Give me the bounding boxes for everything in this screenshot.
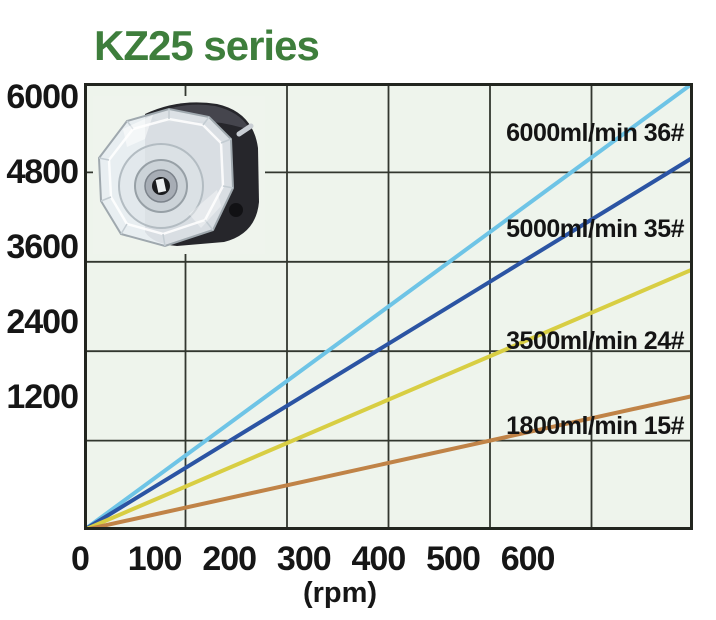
series-label-3500ml: 3500ml/min 24# (506, 327, 684, 355)
pump-screw-glint (236, 123, 254, 137)
plot-border (84, 83, 693, 530)
x-tick-label: 600 (500, 540, 556, 578)
y-tick-label: 3600 (6, 228, 79, 266)
series-label-5000ml: 5000ml/min 35# (506, 215, 684, 243)
flow-rate-line-chart (84, 83, 693, 530)
series-label-6000ml: 6000ml/min 36# (506, 119, 684, 147)
pump-housing-bevels (98, 109, 234, 247)
pump-shaft-keyway (155, 178, 167, 193)
x-tick-label: 400 (351, 540, 407, 578)
pump-port (229, 203, 243, 217)
pump-highlight-bottom (189, 190, 221, 228)
y-tick-label: 1200 (6, 378, 79, 416)
pump-head-image (93, 96, 265, 254)
series-line (84, 83, 693, 530)
x-tick-label: 500 (426, 540, 481, 578)
x-tick-label: 0 (71, 540, 90, 578)
y-tick-label: 6000 (6, 78, 79, 116)
chart-title: KZ25 series (94, 22, 320, 69)
series-line (84, 155, 693, 530)
series-label-1800ml: 1800ml/min 15# (506, 412, 684, 440)
series-line (84, 267, 693, 530)
series-line (84, 393, 693, 530)
x-tick-label: 200 (202, 540, 257, 578)
y-tick-label: 4800 (6, 153, 79, 191)
x-tick-label: 100 (127, 540, 183, 578)
x-tick-label: 300 (276, 540, 332, 578)
pump-highlight-top (123, 115, 153, 147)
y-tick-label: 2400 (6, 303, 79, 341)
x-axis-title: (rpm) (302, 577, 378, 609)
